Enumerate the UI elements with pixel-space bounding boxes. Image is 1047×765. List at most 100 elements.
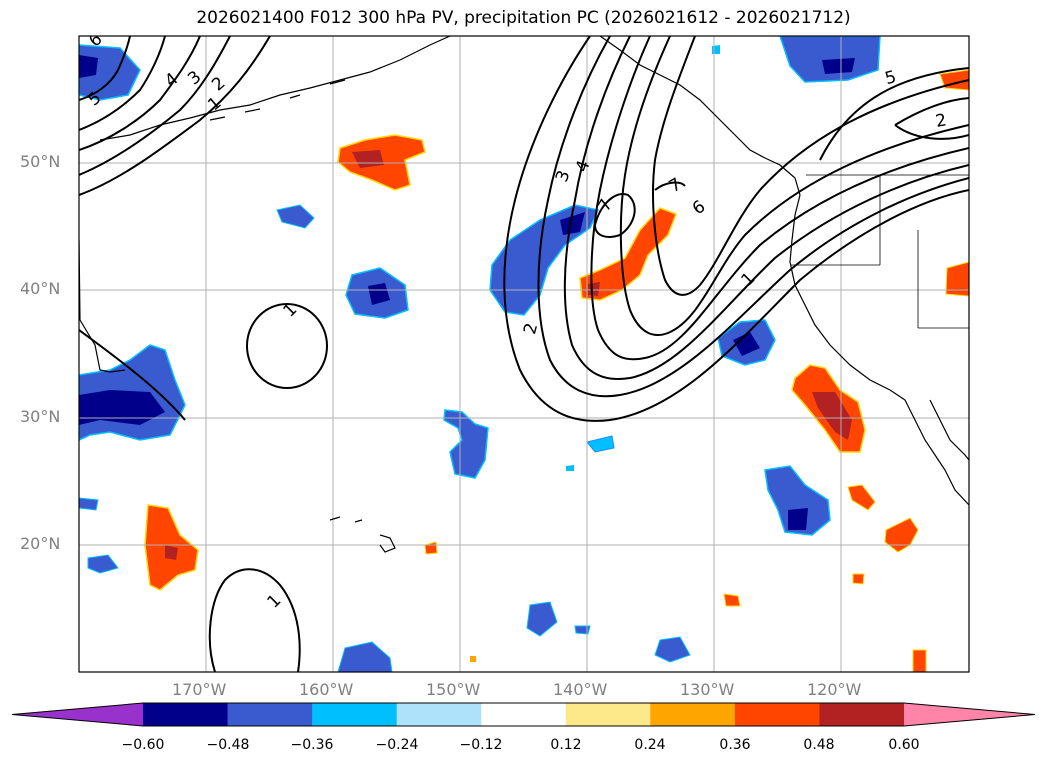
- blob-pos-sw-core: [165, 545, 178, 560]
- blob-neg-g: [526, 601, 558, 637]
- contour-7b: [654, 181, 686, 191]
- contour-7a: [594, 193, 636, 238]
- map-title: 2026021400 F012 300 hPa PV, precipitatio…: [196, 8, 851, 28]
- plot-frame: [78, 35, 970, 673]
- colorbar-extend-low: [12, 703, 143, 726]
- colorbar-tick-label: 0.60: [888, 737, 920, 753]
- lat-label: 40°N: [20, 279, 61, 298]
- contour-jet-2: [537, 36, 969, 398]
- blob-neg-f: [764, 465, 831, 536]
- coast-mexico: [929, 399, 969, 461]
- blob-neg-d: [586, 435, 615, 453]
- lon-label: 170°W: [172, 680, 227, 699]
- contour-jet-1: [503, 36, 969, 422]
- blob-pos-f: [852, 573, 865, 585]
- contour-jet-3: [563, 36, 969, 380]
- contour-nw-4: [79, 36, 166, 131]
- contour-nw-2: [79, 36, 231, 176]
- colorbar-tick-label: 0.12: [550, 737, 582, 753]
- lat-label: 30°N: [20, 407, 61, 426]
- colorbar-tick-label: −0.60: [121, 737, 165, 753]
- colorbar-tick-label: −0.48: [206, 737, 250, 753]
- blob-neg-tiny2: [566, 465, 574, 471]
- precip-negative-blobs: [79, 36, 881, 672]
- coast-west-us: [789, 194, 891, 391]
- contour-jet-5: [619, 36, 969, 337]
- colorbar: [11, 702, 1036, 727]
- contour-nw-3: [79, 36, 201, 151]
- contour-sw-1: [208, 568, 301, 672]
- contour-closed-1: [246, 303, 328, 389]
- lon-label: 120°W: [807, 680, 862, 699]
- colorbar-swatch: [819, 703, 905, 726]
- colorbar-swatch: [227, 703, 313, 726]
- contour-jet-6: [652, 36, 969, 296]
- colorbar-tick-label: 0.48: [803, 737, 835, 753]
- blob-neg-i: [337, 641, 393, 672]
- coast-gulf-alaska: [599, 36, 801, 196]
- blob-neg-ne-core: [822, 58, 855, 74]
- blob-pos-b: [847, 484, 876, 511]
- blob-pos-h: [945, 261, 969, 297]
- colorbar-swatch: [481, 703, 567, 726]
- colorbar-swatch: [312, 703, 398, 726]
- colorbar-swatch: [143, 703, 229, 726]
- coastlines: [79, 36, 969, 553]
- blob-pos-jet: [579, 207, 677, 301]
- colorbar-tick-label: 0.24: [634, 737, 666, 753]
- coast-baja: [889, 389, 969, 506]
- coast-hawaii: [329, 516, 396, 553]
- blob-neg-c: [443, 409, 489, 479]
- colorbar-swatch: [565, 703, 651, 726]
- blob-neg-e-core: [733, 332, 760, 356]
- lat-label: 50°N: [20, 152, 61, 171]
- blob-neg-west-core: [79, 390, 165, 425]
- lon-label: 140°W: [553, 680, 608, 699]
- colorbar-swatch: [396, 703, 482, 726]
- blob-neg-a: [276, 204, 315, 229]
- plot-area: 6 5 4 3 2 1 1 1 3 4 7 7 6 2 1 5 2: [79, 36, 969, 672]
- blob-pos-g: [912, 649, 927, 672]
- blob-neg-j: [574, 625, 591, 635]
- blob-neg-jet-core: [560, 212, 585, 235]
- borders: [790, 174, 969, 329]
- colorbar-tick-label: −0.24: [375, 737, 419, 753]
- blob-pos-e: [723, 593, 741, 607]
- blob-neg-nw-core: [79, 55, 98, 78]
- contour-jet-4: [590, 36, 969, 361]
- contour-nw-1: [79, 36, 271, 196]
- colorbar-tick-label: −0.12: [459, 737, 503, 753]
- colorbar-tick-label: −0.36: [290, 737, 334, 753]
- lon-label: 130°W: [680, 680, 735, 699]
- lat-label: 20°N: [20, 534, 61, 553]
- blob-pos-baja-core: [812, 392, 852, 440]
- blob-neg-west-small: [79, 497, 99, 511]
- colorbar-outline: [11, 702, 1036, 727]
- contour-ne-2: [894, 97, 969, 140]
- blob-neg-ne: [779, 36, 881, 83]
- blob-neg-h: [654, 636, 691, 663]
- blob-pos-jet-core: [588, 282, 600, 296]
- coast-west-edge: [79, 239, 126, 373]
- contour-ne-5: [819, 67, 969, 161]
- contour-label: 2: [520, 321, 542, 337]
- blob-neg-sw: [87, 554, 119, 574]
- lon-label: 150°W: [426, 680, 481, 699]
- colorbar-swatch: [650, 703, 736, 726]
- blob-neg-b-core: [368, 283, 390, 305]
- contour-nw-5: [79, 36, 131, 101]
- gridlines: [79, 36, 969, 672]
- colorbar-extend-high: [904, 703, 1035, 726]
- blob-pos-tiny1: [470, 656, 476, 662]
- pv-contours: [79, 36, 969, 672]
- contour-west-1: [79, 329, 186, 421]
- blob-neg-f-core: [788, 508, 808, 530]
- colorbar-swatch: [734, 703, 820, 726]
- coast-aleutians: [209, 79, 346, 121]
- colorbar-tick-label: 0.36: [719, 737, 751, 753]
- lon-label: 160°W: [299, 680, 354, 699]
- contour-label: 2: [934, 110, 948, 132]
- blob-neg-tiny1: [712, 45, 720, 54]
- contour-label: 5: [883, 67, 899, 89]
